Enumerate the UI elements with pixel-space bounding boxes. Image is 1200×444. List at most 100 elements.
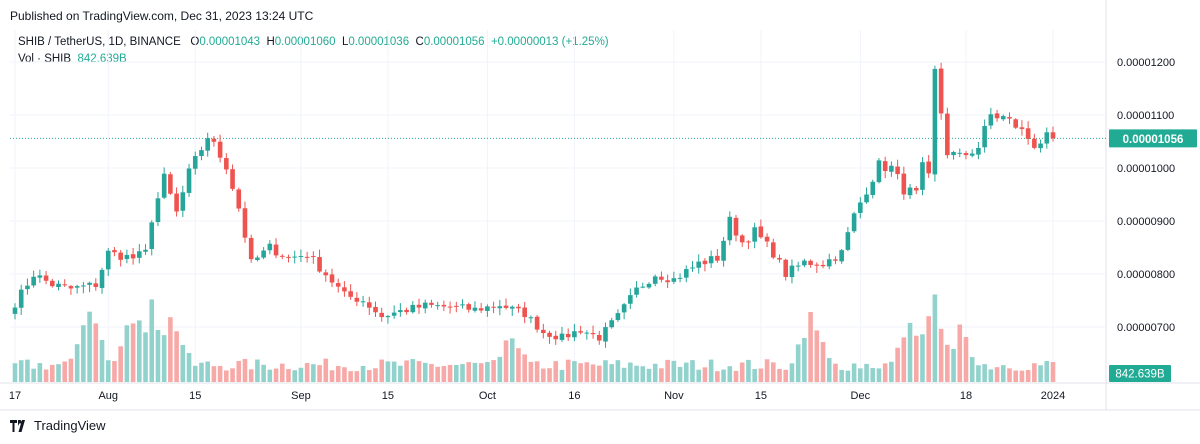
volume-bar bbox=[398, 365, 403, 382]
candle-body bbox=[348, 291, 353, 297]
candle-body bbox=[677, 277, 683, 279]
candle-body bbox=[895, 166, 900, 175]
candle-body bbox=[137, 251, 142, 258]
candle-body bbox=[889, 165, 894, 172]
volume-bar bbox=[913, 335, 919, 382]
volume-bar bbox=[441, 366, 447, 382]
volume-bar bbox=[596, 365, 602, 382]
volume-bar bbox=[839, 369, 844, 382]
volume-bar bbox=[938, 328, 944, 382]
volume-bar bbox=[609, 364, 614, 382]
candle-body bbox=[335, 283, 341, 287]
volume-bar bbox=[335, 365, 341, 382]
candle-body bbox=[901, 173, 907, 195]
volume-bar bbox=[565, 359, 571, 382]
candle-body bbox=[808, 260, 813, 265]
volume-bar bbox=[659, 368, 664, 382]
volume-bar bbox=[559, 369, 565, 382]
candle-body bbox=[590, 332, 596, 335]
volume-bar bbox=[124, 325, 130, 382]
volume-bar bbox=[385, 361, 391, 382]
candle-body bbox=[491, 306, 496, 308]
volume-bar bbox=[37, 363, 43, 382]
candle-body bbox=[671, 278, 677, 282]
candle-body bbox=[994, 113, 1000, 119]
volume-bar bbox=[435, 366, 440, 382]
candle-body bbox=[541, 329, 546, 334]
volume-bar bbox=[348, 371, 353, 382]
volume-bar bbox=[758, 368, 764, 382]
volume-bar bbox=[528, 361, 534, 382]
volume-bar bbox=[137, 320, 142, 382]
candle-body bbox=[820, 264, 826, 267]
high-label: H bbox=[266, 36, 275, 48]
tradingview-logo-icon bbox=[10, 419, 25, 432]
candle-body bbox=[913, 188, 919, 191]
candles bbox=[12, 62, 1056, 348]
volume-bar bbox=[534, 361, 540, 382]
volume-bar bbox=[224, 370, 229, 382]
candle-body bbox=[279, 255, 285, 257]
volume-bar bbox=[366, 370, 372, 382]
volume-bar bbox=[628, 362, 633, 382]
candle-body bbox=[565, 333, 571, 338]
candle-body bbox=[267, 243, 273, 251]
candle-body bbox=[180, 192, 186, 211]
last-price-badge bbox=[1109, 129, 1197, 148]
candle-body bbox=[497, 306, 503, 309]
time-tick-label: Nov bbox=[664, 390, 684, 402]
candle-body bbox=[18, 289, 24, 308]
volume-bar bbox=[422, 362, 428, 382]
change-value: +0.00000013 (+1.25%) bbox=[490, 36, 609, 48]
volume-bar bbox=[230, 368, 235, 382]
candle-body bbox=[752, 227, 757, 242]
candle-body bbox=[665, 280, 670, 283]
volume-bar bbox=[901, 337, 907, 382]
candle-body bbox=[205, 138, 210, 151]
time-axis: 17 Aug 15 Sep 15 Oct 16 Nov 15 Dec 18 2024 bbox=[9, 390, 1065, 402]
volume-bar bbox=[56, 364, 61, 382]
candle-body bbox=[472, 307, 478, 311]
candle-body bbox=[882, 161, 888, 172]
high-value: 0.00001060 bbox=[274, 36, 336, 48]
chart-grid bbox=[0, 0, 1200, 411]
volume-bar bbox=[1044, 361, 1050, 382]
candle-body bbox=[926, 161, 931, 174]
volume-bar bbox=[516, 348, 521, 382]
volume-bar bbox=[354, 371, 360, 382]
candle-body bbox=[248, 237, 254, 260]
candle-body bbox=[323, 272, 329, 276]
volume-bar bbox=[118, 346, 123, 382]
price-axis: 0.00001200 0.00001100 0.00001000 0.00000900… bbox=[1109, 57, 1197, 382]
volume-bar bbox=[391, 361, 397, 382]
volume-bar bbox=[292, 370, 298, 382]
candle-body bbox=[99, 269, 105, 288]
volume-bar bbox=[155, 329, 161, 382]
volume-bar bbox=[509, 338, 515, 382]
candle-body bbox=[1000, 116, 1006, 120]
candle-body bbox=[1019, 127, 1025, 129]
candle-body bbox=[503, 305, 509, 308]
volume-bar bbox=[168, 317, 173, 382]
candle-body bbox=[721, 240, 726, 261]
candle-body bbox=[596, 334, 602, 341]
candle-body bbox=[621, 304, 627, 313]
volume-bar bbox=[81, 325, 86, 382]
candle-body bbox=[715, 255, 720, 261]
volume-bar bbox=[31, 368, 36, 382]
candle-body bbox=[851, 213, 857, 232]
volume-bar bbox=[1019, 370, 1025, 382]
candle-body bbox=[81, 285, 86, 287]
candle-body bbox=[963, 153, 969, 156]
footer-brand[interactable]: TradingView bbox=[10, 418, 106, 433]
candle-body bbox=[789, 265, 795, 278]
volume-bar bbox=[1032, 363, 1037, 382]
candle-body bbox=[696, 261, 702, 268]
volume-bar bbox=[982, 364, 987, 382]
candle-body bbox=[864, 194, 869, 203]
volume-bar bbox=[466, 362, 472, 382]
volume-bar bbox=[1050, 362, 1056, 382]
candle-body bbox=[255, 257, 260, 260]
volume-bar bbox=[820, 342, 826, 382]
